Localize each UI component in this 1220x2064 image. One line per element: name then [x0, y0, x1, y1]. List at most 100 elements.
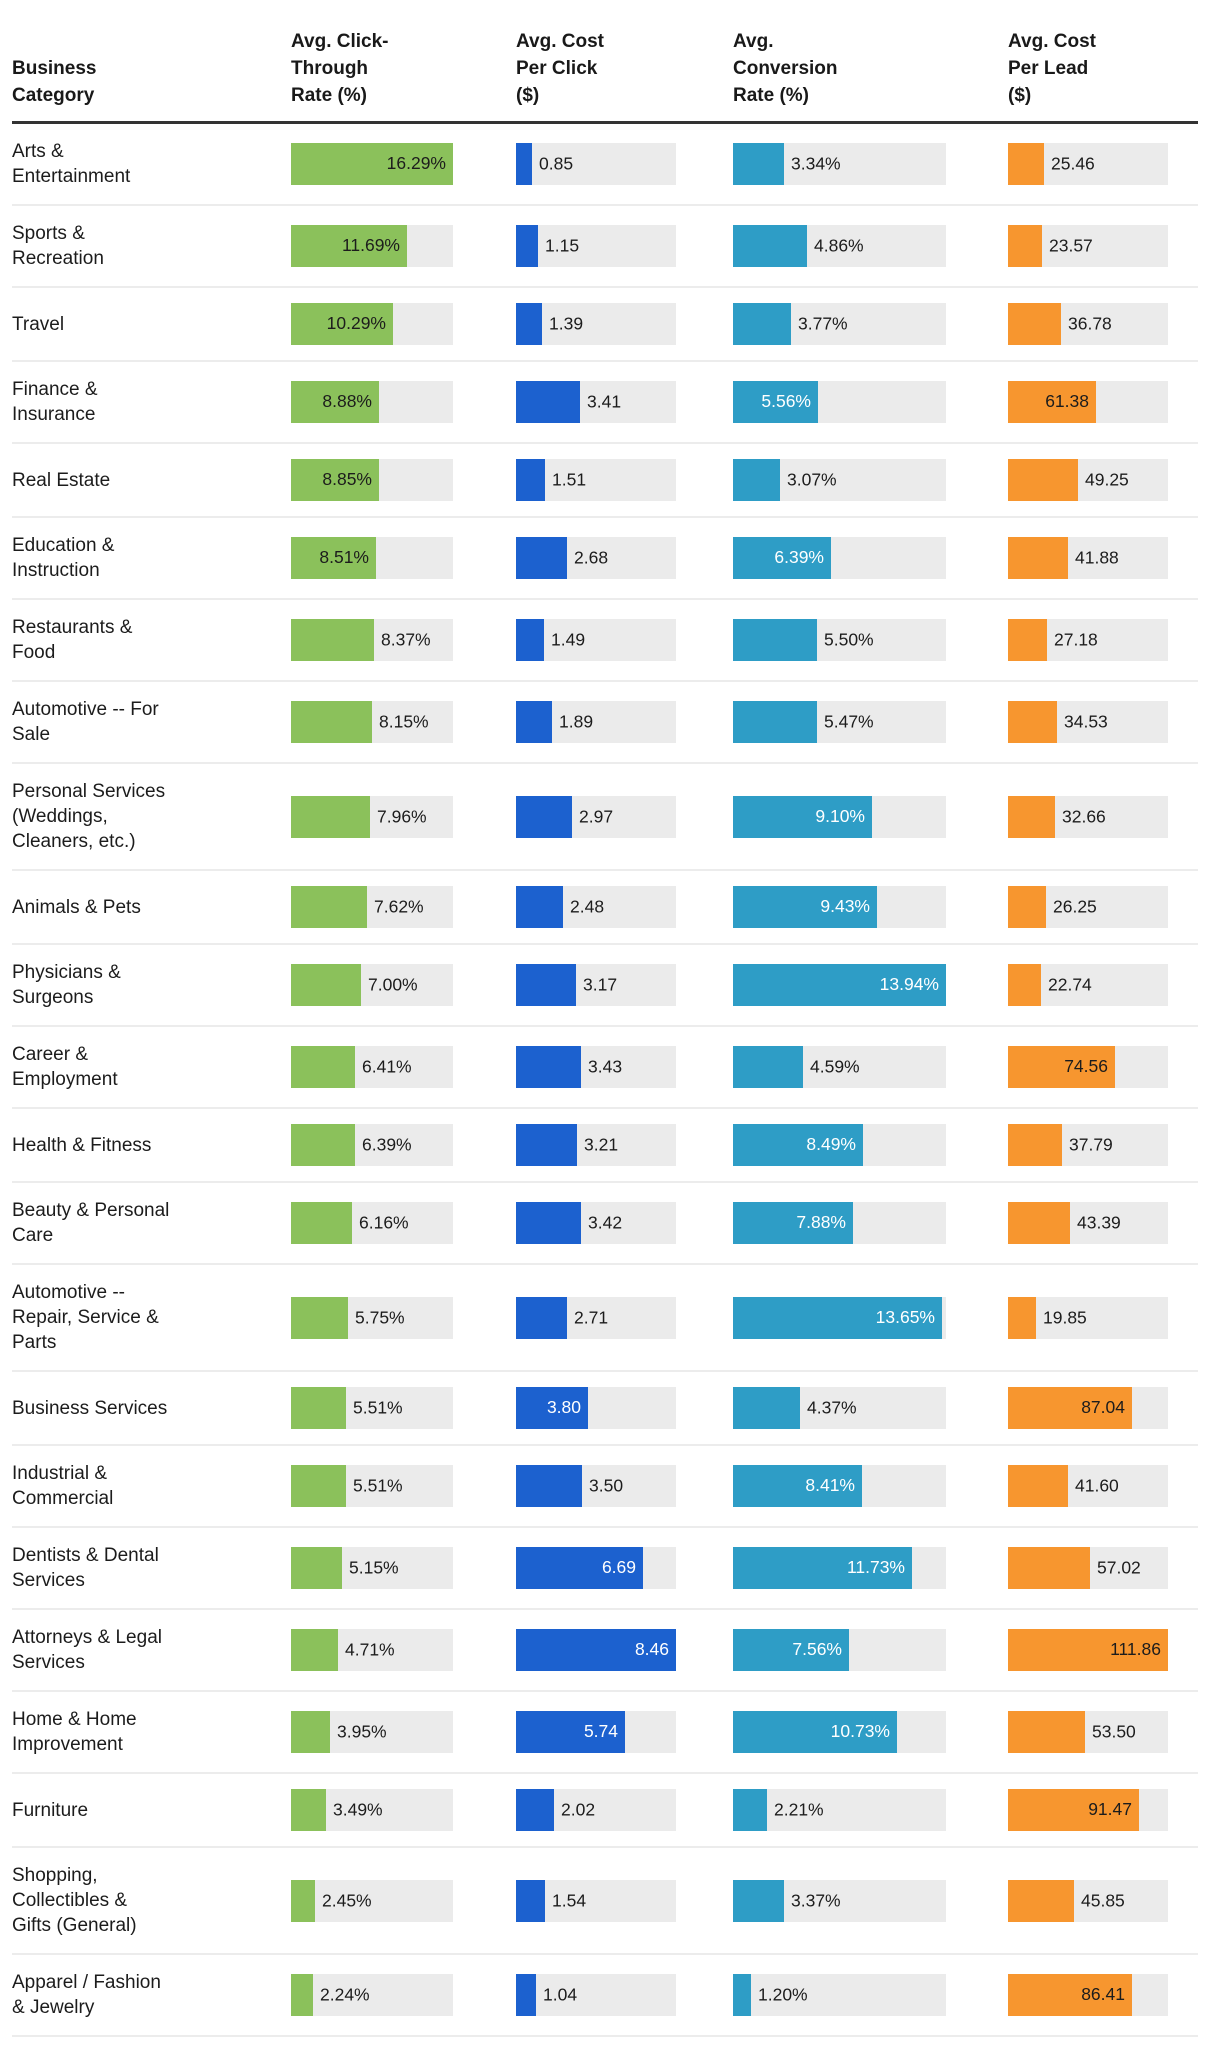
cvr-value-label: 10.73%: [830, 1721, 890, 1742]
table-row: Restaurants & Food 8.37% 1.49 5.50% 27.18: [12, 600, 1198, 682]
column-header-avg-click-through-rate: Avg. Click- Through Rate (%): [291, 31, 389, 106]
cpl-bar-track: 22.74: [1008, 964, 1168, 1006]
ctr-value-label: 3.95%: [337, 1721, 387, 1742]
cvr-value-label: 5.50%: [824, 629, 874, 650]
cpc-bar-track: 1.49: [516, 619, 676, 661]
ctr-bar-track: 5.51%: [291, 1387, 453, 1429]
ctr-value-label: 8.51%: [319, 547, 369, 568]
ctr-bar-track: 2.45%: [291, 1879, 453, 1922]
ctr-bar-fill: [291, 795, 370, 838]
cpl-bar-fill: [1008, 1547, 1090, 1589]
ctr-bar-track: 6.16%: [291, 1202, 453, 1244]
cpc-bar-track: 1.89: [516, 701, 676, 743]
cvr-value-label: 6.39%: [774, 547, 824, 568]
cpl-bar-track: 53.50: [1008, 1711, 1168, 1753]
table-header: Business Category Avg. Click- Through Ra…: [12, 28, 1198, 124]
cpl-bar-track: 34.53: [1008, 701, 1168, 743]
cpc-bar-track: 3.50: [516, 1465, 676, 1507]
cpl-bar-track: 37.79: [1008, 1124, 1168, 1166]
cpl-value-label: 43.39: [1077, 1212, 1121, 1233]
ctr-bar-track: 7.00%: [291, 964, 453, 1006]
cvr-bar-fill: 6.39%: [733, 537, 831, 579]
ctr-bar-track: 8.37%: [291, 619, 453, 661]
ctr-cell: 2.45%: [291, 1879, 516, 1922]
cpl-bar-fill: [1008, 303, 1061, 345]
cpc-bar-fill: 5.74: [516, 1711, 625, 1753]
cvr-bar-track: 4.86%: [733, 225, 946, 267]
ctr-cell: 2.24%: [291, 1974, 516, 2016]
cpc-cell: 2.71: [516, 1296, 733, 1339]
cvr-value-label: 3.77%: [798, 313, 848, 334]
category-label: Automotive -- Repair, Service & Parts: [12, 1282, 159, 1353]
cpl-bar-fill: [1008, 1879, 1074, 1922]
cvr-bar-fill: 7.88%: [733, 1202, 853, 1244]
cvr-value-label: 4.59%: [810, 1056, 860, 1077]
cvr-bar-track: 3.07%: [733, 459, 946, 501]
cvr-cell: 1.20%: [733, 1974, 1008, 2016]
cpc-bar-fill: [516, 1465, 582, 1507]
category-label: Health & Fitness: [12, 1134, 152, 1156]
category-label: Industrial & Commercial: [12, 1463, 114, 1509]
cpl-cell: 36.78: [1008, 303, 1198, 345]
category-label: Personal Services (Weddings, Cleaners, e…: [12, 781, 166, 852]
ctr-bar-fill: [291, 886, 367, 928]
cpc-bar-track: 2.02: [516, 1789, 676, 1831]
cvr-bar-fill: [733, 303, 791, 345]
table-row: Travel 10.29% 1.39 3.77% 36.78: [12, 288, 1198, 362]
cvr-bar-track: 9.43%: [733, 886, 946, 928]
cpl-bar-track: 91.47: [1008, 1789, 1168, 1831]
cvr-cell: 7.88%: [733, 1202, 1008, 1244]
cpl-value-label: 45.85: [1081, 1889, 1125, 1910]
ctr-value-label: 8.37%: [381, 629, 431, 650]
cvr-bar-fill: 7.56%: [733, 1629, 849, 1671]
cvr-value-label: 3.34%: [791, 153, 841, 174]
cpl-cell: 49.25: [1008, 459, 1198, 501]
cvr-bar-track: 1.20%: [733, 1974, 946, 2016]
cpc-value-label: 5.74: [583, 1721, 618, 1742]
ctr-bar-track: 5.75%: [291, 1296, 453, 1339]
ctr-bar-fill: 10.29%: [291, 303, 393, 345]
cpl-value-label: 57.02: [1097, 1557, 1141, 1578]
cpl-cell: 37.79: [1008, 1124, 1198, 1166]
cvr-cell: 13.94%: [733, 964, 1008, 1006]
cpc-value-label: 3.50: [589, 1475, 624, 1496]
table-row: Attorneys & Legal Services 4.71% 8.46 7.56%…: [12, 1610, 1198, 1692]
cpc-bar-track: 3.42: [516, 1202, 676, 1244]
table-row: Arts & Entertainment 16.29% 0.85 3.34% 25.46: [12, 124, 1198, 206]
column-header-avg-cost-per-lead: Avg. Cost Per Lead ($): [1008, 31, 1096, 106]
column-header-avg-cost-per-click: Avg. Cost Per Click ($): [516, 31, 604, 106]
cpl-value-label: 37.79: [1069, 1134, 1113, 1155]
cpc-bar-fill: 6.69: [516, 1547, 643, 1589]
cpl-value-label: 49.25: [1085, 469, 1129, 490]
cvr-value-label: 13.65%: [875, 1306, 935, 1327]
cpc-cell: 8.46: [516, 1629, 733, 1671]
cpc-bar-track: 1.39: [516, 303, 676, 345]
cpl-cell: 27.18: [1008, 619, 1198, 661]
cvr-bar-fill: 13.94%: [733, 964, 946, 1006]
cpl-bar-fill: 61.38: [1008, 381, 1096, 423]
table-row: Health & Fitness 6.39% 3.21 8.49% 37.79: [12, 1109, 1198, 1183]
category-label: Finance & Insurance: [12, 379, 98, 425]
cpl-bar-fill: [1008, 964, 1041, 1006]
cpl-cell: 34.53: [1008, 701, 1198, 743]
cvr-value-label: 8.49%: [806, 1134, 856, 1155]
cvr-cell: 7.56%: [733, 1629, 1008, 1671]
table-row: Furniture 3.49% 2.02 2.21% 91.47: [12, 1774, 1198, 1848]
table-row: Apparel / Fashion & Jewelry 2.24% 1.04 1.20…: [12, 1955, 1198, 2037]
cvr-bar-track: 13.65%: [733, 1296, 946, 1339]
cpc-cell: 1.15: [516, 225, 733, 267]
cpl-value-label: 34.53: [1064, 711, 1108, 732]
table-row: Real Estate 8.85% 1.51 3.07% 49.25: [12, 444, 1198, 518]
cpc-bar-track: 8.46: [516, 1629, 676, 1671]
cpc-cell: 1.89: [516, 701, 733, 743]
cpc-bar-track: 2.48: [516, 886, 676, 928]
cvr-bar-fill: [733, 1046, 803, 1088]
cpl-cell: 53.50: [1008, 1711, 1198, 1753]
ctr-bar-track: 3.49%: [291, 1789, 453, 1831]
cpl-value-label: 23.57: [1049, 235, 1093, 256]
cpc-value-label: 3.21: [584, 1134, 619, 1155]
cpc-value-label: 2.02: [561, 1799, 596, 1820]
cvr-cell: 5.50%: [733, 619, 1008, 661]
cvr-cell: 3.07%: [733, 459, 1008, 501]
cpc-cell: 2.68: [516, 537, 733, 579]
